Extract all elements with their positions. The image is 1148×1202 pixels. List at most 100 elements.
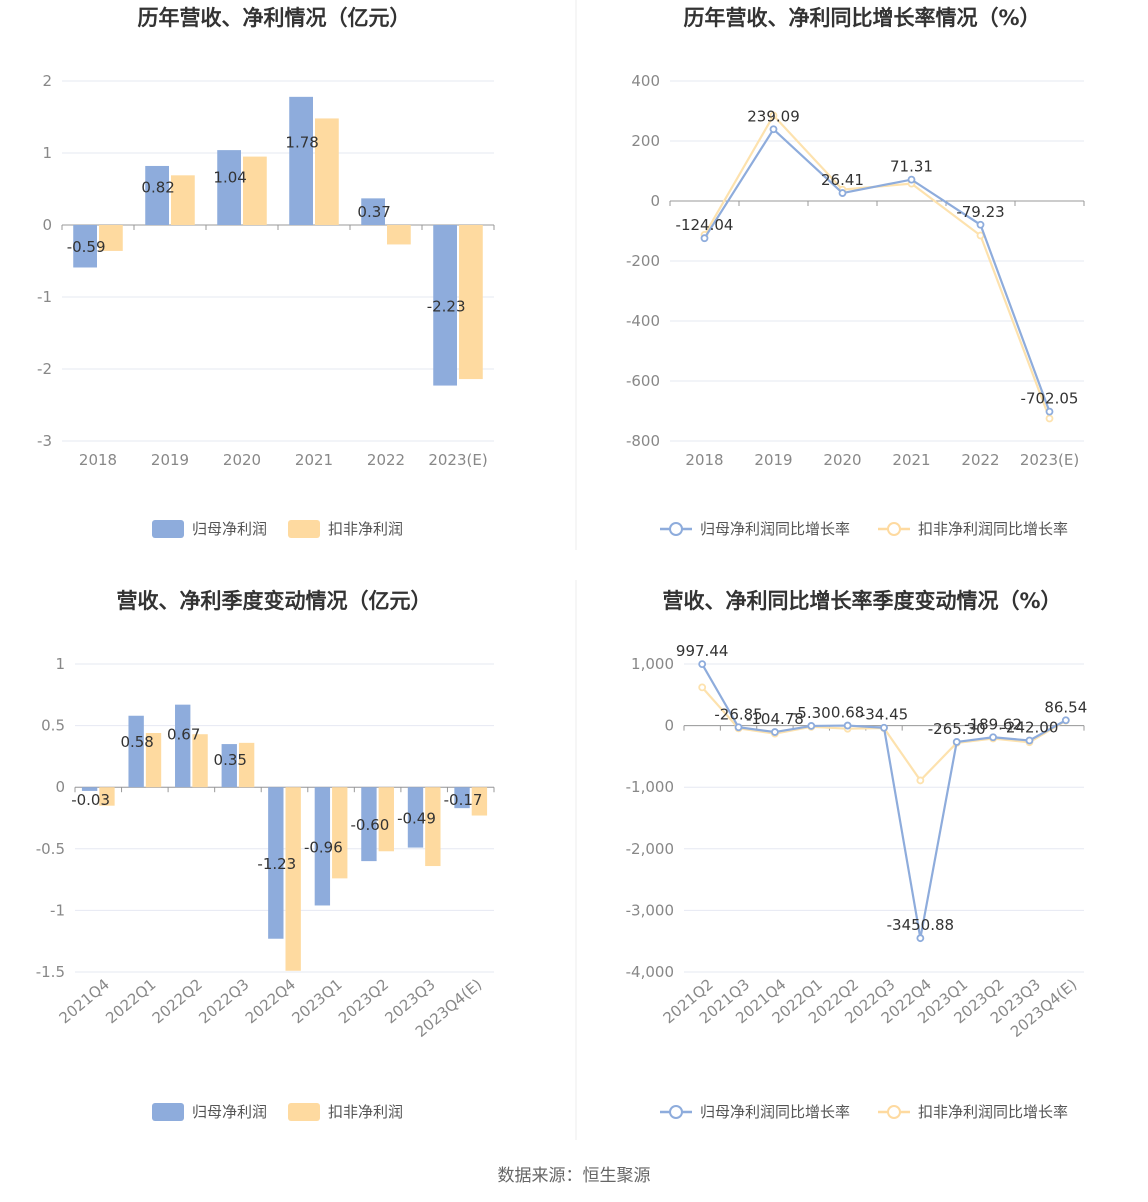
bar [99,225,123,251]
data-label: -79.23 [956,203,1004,221]
data-label: -0.17 [444,791,483,809]
data-point [698,683,707,692]
x-tick-label: 2021 [892,451,930,469]
data-label: -5.30 [792,704,831,722]
x-tick-label: 2023(E) [428,451,487,469]
x-tick-label: 2023Q1 [288,975,345,1027]
bar [471,787,488,816]
x-tick-label: 2021 [295,451,333,469]
data-point [769,111,778,120]
data-point [769,125,778,134]
bar [128,715,144,788]
y-tick-label: -200 [626,252,660,270]
data-label: -0.96 [304,838,343,856]
x-tick-label: 2023Q2 [335,975,392,1027]
data-label: -104.78 [746,710,804,728]
bar [268,787,284,939]
chart-title: 营收、净利同比增长率季度变动情况（%） [662,589,1061,613]
bar [378,787,394,852]
series-line [703,113,1051,419]
data-label: 0.37 [357,203,390,221]
legend-label: 归母净利润同比增长率 [700,1103,850,1121]
data-label: 86.54 [1044,698,1087,716]
y-tick-label: -0.5 [36,840,65,858]
legend-label: 扣非净利润 [328,1103,403,1121]
x-tick-label: 2018 [685,451,723,469]
legend-label: 扣非净利润同比增长率 [918,1103,1068,1121]
bar [361,198,385,225]
chart-annual-profit: 历年营收、净利情况（亿元） 2 1 0 -1 -2 -3 2018 2019 2020 2021 2… [37,6,495,538]
y-tick-label: 200 [631,132,660,150]
data-point [1045,407,1054,416]
bar [171,175,195,225]
x-tick-label: 2023(E) [1020,451,1079,469]
y-tick-label: -3,000 [626,901,674,919]
x-tick-label: 2022Q1 [102,975,159,1027]
x-tick-label: 2022 [961,451,999,469]
data-point [976,220,985,229]
data-label: -124.04 [676,216,734,234]
bar [315,118,339,225]
data-label: -1.23 [257,855,296,873]
data-label: 0.68 [831,704,864,722]
data-label: 71.31 [890,158,933,176]
x-tick-label: 2019 [151,451,189,469]
bar [99,787,115,806]
data-label: -26.85 [714,705,762,723]
bar [332,787,348,879]
legend-swatch-marker [887,522,901,536]
bar [192,734,208,788]
data-point [734,723,743,732]
data-point [952,738,961,746]
bar [454,787,470,809]
y-tick-label: -600 [626,372,660,390]
chart-quarterly-profit: 营收、净利季度变动情况（亿元） 10.50-0.5-1-1.52021Q4202… [36,589,495,1121]
legend-label: 扣非净利润 [328,520,403,538]
data-source-note: 数据来源：恒生聚源 [498,1166,651,1186]
y-tick-label: 1 [55,655,65,673]
chart-title: 历年营收、净利情况（亿元） [138,6,411,30]
data-point [1025,736,1034,745]
y-tick-label: -2,000 [626,840,674,858]
legend-label: 扣非净利润同比增长率 [918,520,1068,538]
data-label: 0.35 [214,751,247,769]
x-tick-label: 2018 [79,451,117,469]
legend-swatch-marker [669,1105,683,1119]
y-tick-label: -400 [626,312,660,330]
data-label: -0.49 [397,809,436,827]
bar [221,744,237,788]
bar [243,156,267,225]
data-point [1045,414,1054,423]
series-line [703,127,1051,412]
data-point [838,189,847,197]
bar [289,96,313,225]
data-label: -2.23 [427,297,466,315]
x-tick-label: 2019 [754,451,792,469]
data-label: -34.45 [860,706,908,724]
chart-title: 营收、净利季度变动情况（亿元） [117,589,432,613]
y-tick-label: 0 [664,717,674,735]
data-point [807,722,816,730]
bar [217,150,241,225]
y-tick-label: 1,000 [631,655,674,673]
y-tick-label: 400 [631,72,660,90]
legend-swatch [152,1103,184,1121]
bar [387,225,411,245]
data-point [1061,716,1070,725]
y-tick-label: -3 [37,432,52,450]
data-point [916,934,925,943]
y-tick-label: 2 [42,72,52,90]
y-tick-label: -1.5 [36,963,65,981]
data-label: 997.44 [676,642,729,660]
data-label: -189.62 [964,715,1022,733]
bar [81,787,98,791]
data-label: 1.78 [285,134,318,152]
bar [459,225,483,380]
x-tick-label: 2020 [223,451,261,469]
y-tick-label: 0 [650,192,660,210]
bar [238,742,255,788]
data-point [989,733,997,742]
chart-title: 历年营收、净利同比增长率情况（%） [683,6,1040,30]
bar [361,787,377,862]
